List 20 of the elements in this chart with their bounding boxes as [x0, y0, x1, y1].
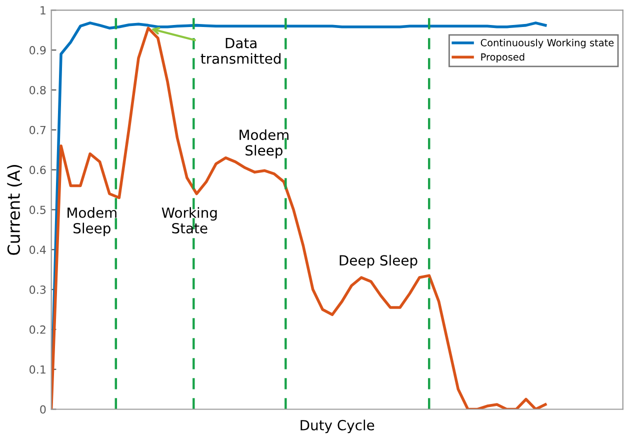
legend-label: Proposed [481, 53, 524, 63]
annotation: Working State [162, 207, 217, 234]
x-axis-title: Duty Cycle [300, 420, 374, 434]
y-tick-label: 0.3 [30, 285, 46, 294]
annotation: Modem Sleep [68, 207, 116, 236]
y-tick-label: 0.1 [30, 365, 46, 374]
y-tick-label: 0.2 [30, 325, 46, 334]
annotation: Modem Sleep [240, 129, 288, 158]
y-axis-title: Current (A) [7, 164, 22, 255]
y-tick-label: 0.4 [30, 246, 46, 254]
legend-label: Continuously Working state [480, 38, 614, 48]
y-tick-label: 0.5 [30, 206, 46, 214]
y-tick-label: 0.9 [30, 46, 46, 54]
y-tick-label: 0.6 [30, 166, 46, 174]
y-tick-label: 0.7 [30, 126, 46, 134]
y-tick-label: 0.8 [30, 86, 46, 94]
y-tick-label: 0 [40, 405, 46, 414]
annotation: Deep Sleep [340, 254, 418, 268]
y-tick-label: 1 [40, 6, 46, 14]
annotation: Data transmitted [200, 38, 280, 64]
